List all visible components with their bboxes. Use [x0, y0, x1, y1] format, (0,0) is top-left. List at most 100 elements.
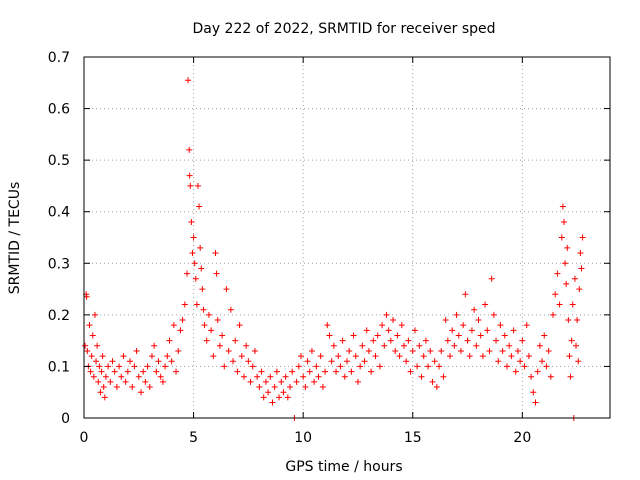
data-point [262, 378, 269, 385]
data-point [210, 353, 217, 360]
data-point [330, 342, 337, 349]
data-point [311, 378, 318, 385]
data-point [326, 332, 333, 339]
data-point [436, 363, 443, 370]
data-point [453, 311, 460, 318]
data-point [198, 265, 205, 272]
data-point [190, 234, 197, 241]
data-point [304, 358, 311, 365]
data-point [186, 172, 193, 179]
data-point [221, 363, 228, 370]
data-point [251, 347, 258, 354]
data-point [328, 358, 335, 365]
data-point [536, 342, 543, 349]
data-point [370, 337, 377, 344]
data-point [398, 322, 405, 329]
data-point [191, 260, 198, 267]
y-tick-label: 0.5 [48, 153, 70, 169]
data-point [333, 368, 340, 375]
data-point [512, 368, 519, 375]
data-point [444, 337, 451, 344]
data-point [574, 317, 581, 324]
data-point [308, 347, 315, 354]
data-point [350, 332, 357, 339]
data-point [490, 311, 497, 318]
data-point [486, 347, 493, 354]
data-point [97, 389, 104, 396]
data-point [276, 394, 283, 401]
data-point [88, 353, 95, 360]
data-point [374, 332, 381, 339]
data-point [249, 363, 256, 370]
data-point [457, 347, 464, 354]
data-point [317, 353, 324, 360]
data-point [414, 363, 421, 370]
data-point [466, 353, 473, 360]
data-point [122, 378, 129, 385]
plot-frame [83, 56, 611, 419]
data-point [157, 373, 164, 380]
data-point [84, 347, 91, 354]
data-point [517, 358, 524, 365]
data-point [523, 322, 530, 329]
data-point [82, 342, 89, 349]
data-point [545, 347, 552, 354]
data-point [339, 337, 346, 344]
data-point [245, 358, 252, 365]
data-point [495, 358, 502, 365]
data-point [137, 389, 144, 396]
data-point [387, 337, 394, 344]
data-point [376, 363, 383, 370]
data-point [361, 358, 368, 365]
data-point [508, 353, 515, 360]
y-tick-label: 0.1 [48, 359, 70, 375]
data-point [271, 384, 278, 391]
data-point [129, 384, 136, 391]
data-point [96, 363, 103, 370]
data-point [575, 358, 582, 365]
data-point [530, 389, 537, 396]
data-point [94, 342, 101, 349]
data-point [510, 327, 517, 334]
data-point [433, 384, 440, 391]
data-point [162, 363, 169, 370]
data-point [313, 363, 320, 370]
data-point [337, 363, 344, 370]
data-point [205, 311, 212, 318]
data-point [234, 368, 241, 375]
y-tick-label: 0.6 [48, 102, 70, 118]
data-point [562, 260, 569, 267]
data-point [368, 368, 375, 375]
data-point [173, 368, 180, 375]
data-point [111, 368, 118, 375]
data-point [541, 332, 548, 339]
data-point [556, 301, 563, 308]
data-point [144, 363, 151, 370]
data-point [348, 368, 355, 375]
data-point [405, 337, 412, 344]
y-axis-label: SRMTID / TECUs [7, 182, 23, 295]
data-point [102, 373, 109, 380]
data-point [477, 332, 484, 339]
data-point [442, 317, 449, 324]
data-point [569, 301, 576, 308]
data-point [113, 384, 120, 391]
data-point [392, 347, 399, 354]
data-point [497, 322, 504, 329]
y-tick-label: 0 [61, 411, 70, 427]
data-point [300, 373, 307, 380]
data-point [464, 337, 471, 344]
data-point [265, 389, 272, 396]
data-point [394, 332, 401, 339]
data-point [578, 265, 585, 272]
data-point [89, 332, 96, 339]
data-point [124, 368, 131, 375]
data-point [223, 286, 230, 293]
data-point [168, 358, 175, 365]
data-point [107, 378, 114, 385]
data-point [287, 384, 294, 391]
data-point [187, 182, 194, 189]
data-point [488, 275, 495, 282]
data-point [383, 311, 390, 318]
